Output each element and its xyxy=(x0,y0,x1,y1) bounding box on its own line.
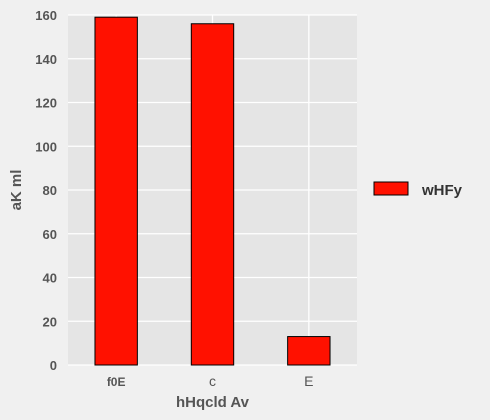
y-tick-label: 40 xyxy=(43,271,57,286)
y-tick-label: 120 xyxy=(35,96,57,111)
y-tick-label: 160 xyxy=(35,8,57,23)
legend: wHFy xyxy=(373,181,463,199)
x-tick-label: c xyxy=(209,373,216,389)
y-axis-label: aK ml xyxy=(8,170,25,211)
bar xyxy=(94,16,138,366)
bars xyxy=(94,16,331,366)
legend-label: wHFy xyxy=(421,182,463,199)
legend-swatch xyxy=(373,181,409,196)
bar xyxy=(190,23,235,366)
x-tick-label: f0E xyxy=(107,375,126,389)
x-tick-labels: f0E c E xyxy=(107,373,314,389)
y-tick-label: 0 xyxy=(50,358,57,373)
y-tick-label: 60 xyxy=(43,227,57,242)
x-axis-label: hHqcld Av xyxy=(176,394,250,411)
y-tick-label: 100 xyxy=(35,139,57,154)
y-tick-label: 80 xyxy=(43,183,57,198)
y-tick-label: 20 xyxy=(43,314,57,329)
y-tick-labels: 0 20 40 60 80 100 120 140 160 xyxy=(35,8,57,373)
y-tick-label: 140 xyxy=(35,52,57,67)
bar xyxy=(287,336,331,366)
x-tick-label: E xyxy=(304,373,313,389)
